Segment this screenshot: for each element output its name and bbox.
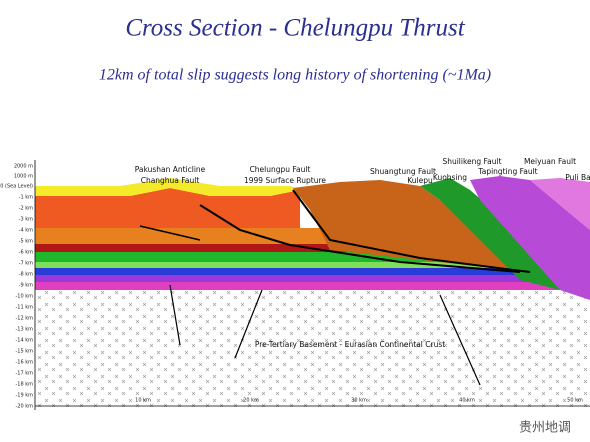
label: Meiyuan Fault [524, 157, 576, 166]
distance-label: 10 km [135, 398, 151, 404]
depth-label: -9 km [19, 283, 33, 289]
depth-label: -12 km [15, 316, 33, 322]
depth-label: -20 km [15, 404, 33, 410]
distance-label: 40 km [459, 398, 475, 404]
depth-label: -5 km [19, 239, 33, 245]
depth-label: -4 km [19, 228, 33, 234]
fault [439, 294, 481, 386]
fault [169, 284, 181, 346]
depth-label: -15 km [15, 349, 33, 355]
depth-label: -18 km [15, 382, 33, 388]
depth-label: -8 km [19, 272, 33, 278]
depth-label: -10 km [15, 294, 33, 300]
label: Kuohsing [433, 173, 467, 182]
distance-label: 50 km [567, 398, 583, 404]
depth-label: -17 km [15, 371, 33, 377]
basement [35, 290, 590, 410]
label: Shuangtung Fault [370, 167, 436, 176]
subtitle: 12km of total slip suggests long history… [99, 67, 491, 84]
watermark: 贵州地调 [519, 421, 571, 436]
label: Chelungpu Fault [250, 165, 311, 174]
layer [35, 188, 300, 228]
layer [35, 178, 300, 196]
depth-label: -11 km [15, 305, 33, 311]
label: 1999 Surface Rupture [244, 176, 326, 185]
label: Tapingting Fault [477, 167, 537, 176]
label: Puli Ba [565, 173, 590, 182]
depth-label: -7 km [19, 261, 33, 267]
depth-label: -16 km [15, 360, 33, 366]
fault [292, 189, 531, 273]
layer [35, 275, 590, 282]
title: Cross Section - Chelungpu Thrust [125, 15, 465, 42]
thrust-sheet [530, 178, 590, 230]
label: Changhua Fault [141, 176, 200, 185]
depth-label: -6 km [19, 250, 33, 256]
fault [139, 225, 201, 241]
thrust-sheet [420, 178, 560, 290]
depth-label: -3 km [19, 217, 33, 223]
label: Kulepu [407, 176, 433, 185]
fault [234, 289, 263, 359]
fault [199, 204, 521, 273]
depth-label: -14 km [15, 338, 33, 344]
depth-label: 2000 m [14, 164, 33, 170]
label: Pakushan Anticline [135, 165, 206, 174]
distance-label: 20 km [243, 398, 259, 404]
label: Shuilikeng Fault [442, 157, 501, 166]
thrust-sheet [470, 176, 590, 300]
layer [35, 282, 590, 290]
depth-label: -1 km [19, 195, 33, 201]
depth-label: -19 km [15, 393, 33, 399]
depth-label: 0 (Sea Level) [0, 184, 33, 190]
cross-section [34, 160, 590, 410]
depth-label: -13 km [15, 327, 33, 333]
depth-label: 1000 m [14, 174, 33, 180]
distance-label: 30 km [351, 398, 367, 404]
depth-label: -2 km [19, 206, 33, 212]
label: Pre-Tertiary Basement - Eurasian Contine… [255, 340, 445, 349]
thrust-sheet [293, 180, 530, 272]
layer [35, 268, 590, 275]
